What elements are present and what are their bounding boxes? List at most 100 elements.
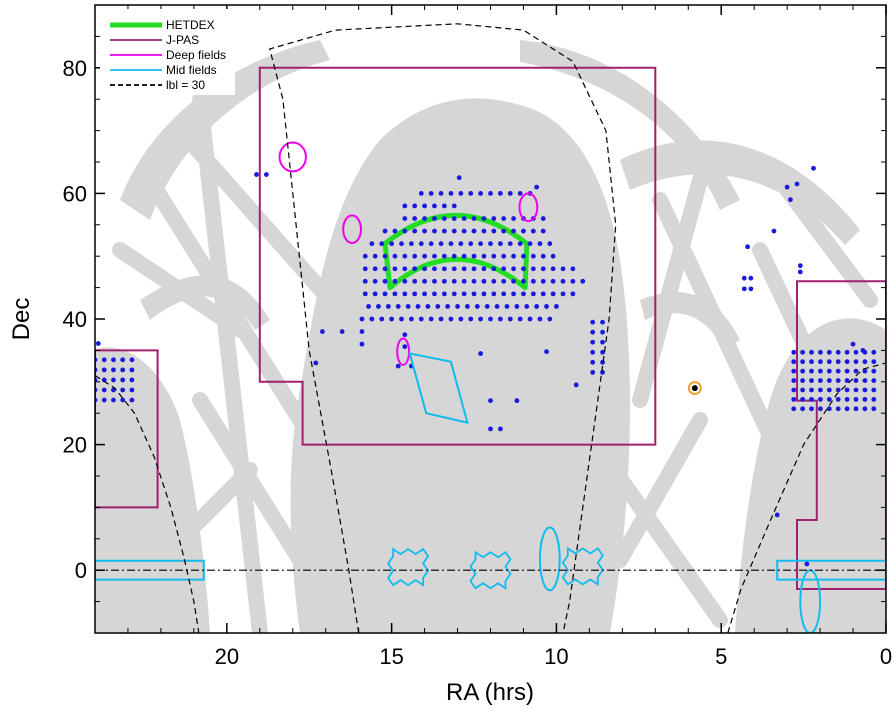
target-point-335: [101, 397, 107, 403]
target-point-177: [554, 304, 559, 309]
target-point-285: [800, 387, 806, 393]
target-point-120: [432, 278, 437, 284]
target-point-64: [488, 241, 493, 247]
target-point-215: [254, 172, 259, 177]
target-point-280: [844, 378, 850, 383]
target-point-296: [809, 396, 814, 402]
target-point-270: [844, 368, 850, 374]
target-point-294: [791, 396, 797, 402]
axis-ticks: 20 15 10 5 0 0 20 40 60 80: [63, 5, 892, 669]
target-point-52: [369, 241, 375, 247]
target-point-211: [573, 382, 579, 388]
target-point-20: [402, 216, 408, 221]
target-point-152: [521, 291, 526, 297]
target-point-274: [791, 378, 797, 383]
target-point-111: [560, 266, 566, 272]
galactic-curve-0: [95, 374, 200, 633]
target-point-82: [471, 253, 477, 259]
target-point-330: [101, 387, 107, 393]
target-point-268: [826, 368, 832, 374]
target-point-284: [791, 387, 797, 393]
target-point-181: [389, 316, 395, 322]
jpas-region-2: [796, 280, 886, 590]
target-point-205: [478, 351, 484, 356]
target-point-193: [507, 316, 513, 322]
target-point-208: [488, 398, 493, 404]
target-point-151: [511, 291, 516, 297]
mid-field-patch-0: [387, 547, 430, 587]
target-point-298: [826, 396, 832, 402]
target-point-157: [570, 291, 576, 297]
target-point-155: [550, 291, 556, 297]
target-point-252: [862, 349, 868, 355]
target-point-140: [402, 291, 408, 297]
target-point-225: [590, 359, 596, 365]
target-point-213: [313, 360, 319, 366]
target-point-333: [129, 387, 135, 393]
target-point-86: [511, 253, 516, 259]
target-point-12: [517, 191, 523, 196]
target-point-144: [441, 291, 447, 297]
target-point-220: [600, 339, 605, 345]
target-point-336: [111, 397, 116, 403]
target-point-99: [441, 266, 447, 272]
target-point-123: [461, 278, 467, 284]
target-point-265: [800, 368, 806, 374]
target-point-164: [425, 304, 431, 309]
target-point-138: [382, 291, 388, 297]
target-point-131: [540, 278, 546, 284]
target-point-38: [412, 228, 418, 234]
target-point-309: [835, 406, 841, 412]
mid-field-box-0: [95, 559, 205, 581]
target-point-230: [788, 197, 793, 203]
target-point-26: [461, 216, 467, 221]
target-point-102: [471, 266, 477, 272]
target-point-126: [491, 278, 497, 284]
target-point-299: [835, 396, 841, 402]
mask-streak-6: [592, 442, 728, 628]
target-point-121: [441, 278, 447, 284]
target-point-119: [422, 278, 427, 284]
legend-label-4: lbl = 30: [166, 78, 205, 92]
target-point-235: [741, 275, 747, 281]
target-point-90: [550, 253, 556, 259]
target-point-17: [432, 203, 437, 209]
target-point-190: [478, 316, 484, 322]
target-point-46: [491, 228, 497, 234]
target-point-327: [120, 377, 126, 383]
target-point-188: [458, 316, 464, 322]
target-point-282: [862, 378, 868, 383]
target-point-147: [471, 291, 477, 297]
target-point-73: [382, 253, 388, 259]
y-tick-label-3: 60: [63, 181, 87, 206]
target-point-239: [797, 269, 803, 275]
target-point-167: [455, 304, 460, 309]
target-point-183: [409, 316, 414, 322]
target-point-185: [428, 316, 434, 322]
target-point-10: [497, 191, 503, 196]
target-point-125: [481, 278, 487, 284]
target-point-313: [871, 406, 877, 412]
target-point-0: [456, 175, 462, 181]
target-point-159: [376, 304, 381, 309]
target-point-113: [362, 278, 368, 284]
target-point-174: [524, 304, 530, 309]
target-point-297: [818, 396, 823, 402]
target-point-130: [530, 278, 536, 284]
y-axis-label: Dec: [8, 298, 35, 341]
target-point-301: [853, 396, 859, 402]
target-point-94: [392, 266, 398, 272]
target-point-168: [465, 304, 470, 309]
target-point-103: [481, 266, 487, 272]
target-point-248: [826, 349, 832, 355]
target-point-128: [511, 278, 516, 284]
target-point-320: [101, 367, 107, 373]
target-point-70: [547, 241, 553, 247]
target-point-240: [774, 512, 780, 518]
target-point-72: [372, 253, 378, 259]
target-point-153: [530, 291, 536, 297]
target-point-129: [521, 278, 526, 284]
target-point-176: [544, 304, 549, 309]
target-point-217: [590, 319, 596, 325]
